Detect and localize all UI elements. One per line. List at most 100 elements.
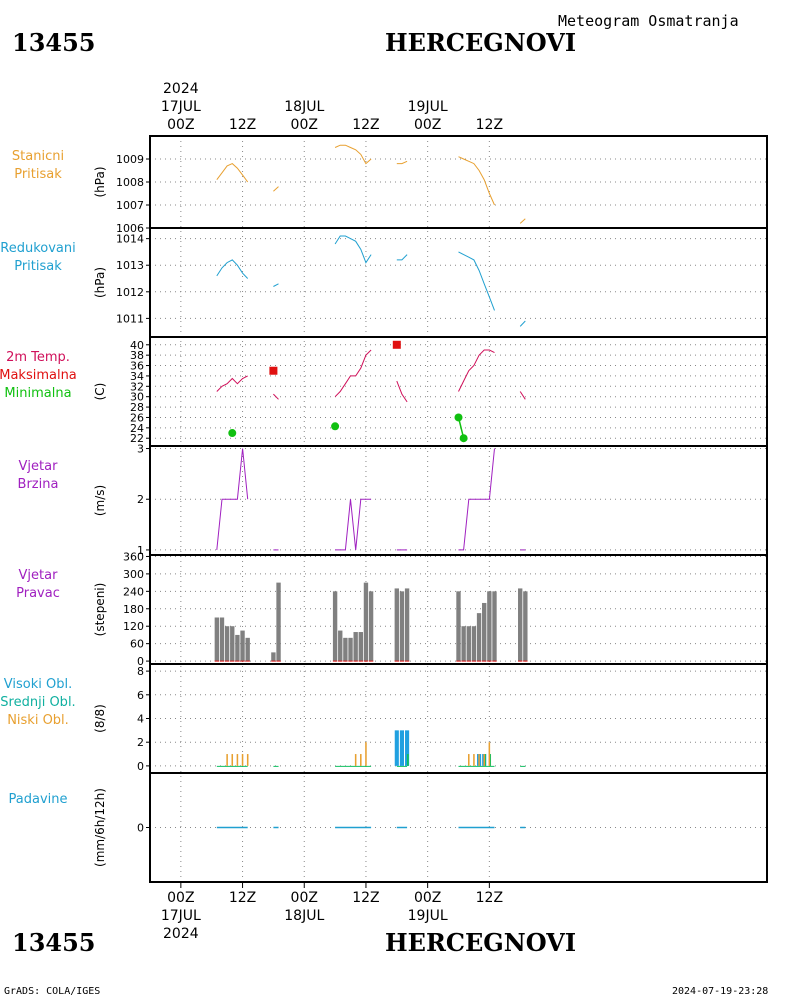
y-tick-label: 32 [130,380,144,393]
y-tick-label: 300 [123,568,144,581]
high-cloud-bar [405,730,410,766]
wind-direction-bar [394,588,399,662]
wind-direction-bar [471,626,477,662]
wind-direction-bar [348,637,353,662]
year-label-top: 2024 [163,81,199,97]
y-axis-label: (stepeni) [93,583,107,637]
series-line [458,251,495,311]
wind-direction-bar [224,626,230,662]
y-tick-label: 4 [137,713,144,726]
station-id-top: 13455 [12,28,96,57]
wind-direction-bar [487,591,492,662]
x-tick-label-bottom: 00Z [291,890,318,906]
series-line [458,156,495,206]
wind-direction-bar [518,588,523,662]
date-label-bottom: 19JUL [408,908,448,924]
y-axis-label: (hPa) [93,267,107,298]
low-cloud-bar [468,754,470,766]
y-tick-label: 8 [137,665,144,678]
panel-label: Stanicni [12,149,64,164]
series-line [396,254,408,261]
y-tick-label: 240 [123,585,144,598]
y-tick-label: 28 [130,401,144,414]
y-tick-label: 1012 [116,286,144,299]
panel-label: Srednji Obl. [0,695,75,710]
x-tick-label-bottom: 12Z [229,890,256,906]
wind-direction-bar [358,632,363,662]
x-tick-label-top: 00Z [167,117,194,133]
low-cloud-bar [473,754,475,766]
low-cloud-bar [231,754,234,766]
station-name-top: HERCEGNOVI [385,28,577,57]
y-tick-label: 40 [130,339,144,352]
panel-frame [149,445,768,556]
wind-direction-bar [404,588,410,662]
y-tick-label: 1009 [116,153,144,166]
low-cloud-bar [483,754,485,766]
wind-direction-bar [492,591,497,662]
series-line [519,320,526,327]
wind-direction-bar [363,582,369,662]
mid-cloud-bar [406,754,409,766]
y-tick-label: 60 [130,638,144,651]
min-temp-marker [454,413,463,422]
wind-direction-bar [343,637,348,662]
series-line [273,393,279,400]
panel-label: 2m Temp. [6,350,70,365]
series-line [334,235,372,264]
panel-label: Visoki Obl. [4,677,72,692]
y-tick-label: 120 [123,620,144,633]
x-tick-label-bottom: 12Z [352,890,379,906]
y-tick-label: 1014 [116,233,144,246]
max-temp-marker [392,340,401,349]
y-tick-label: 24 [130,422,144,435]
series-line [273,283,279,287]
panel-frame [149,227,768,338]
low-cloud-bar [488,742,491,766]
y-tick-label: 0 [137,655,144,668]
high-cloud-bar [399,730,404,766]
date-label-bottom: 18JUL [284,908,324,924]
panel-label: Pravac [16,586,60,601]
series-line [273,186,279,192]
y-tick-label: 180 [123,603,144,616]
date-label-top: 17JUL [161,99,201,115]
series-line [396,380,408,403]
panel-label: Padavine [9,792,68,807]
y-tick-label: 34 [130,370,144,383]
x-tick-label-top: 00Z [414,117,441,133]
x-tick-label-top: 12Z [352,117,379,133]
panel-label: Niski Obl. [7,713,69,728]
y-tick-label: 1006 [116,222,144,235]
y-tick-label: 1007 [116,199,144,212]
series-line [458,349,495,392]
low-cloud-bar [478,754,480,766]
x-tick-label-bottom: 00Z [167,890,194,906]
x-tick-label-top: 12Z [476,117,503,133]
footer-timestamp: 2024-07-19-23:28 [672,986,769,997]
y-tick-label: 1011 [116,312,144,325]
low-cloud-bar [365,742,367,766]
wind-direction-bar [240,630,245,662]
y-axis-label: (mm/6h/12h) [93,788,107,867]
wind-direction-bar [235,634,240,662]
low-cloud-bar [246,754,249,766]
y-tick-label: 38 [130,349,144,362]
wind-direction-bar [353,632,358,662]
wind-direction-bar [461,626,466,662]
series-line [216,448,249,550]
panel-label: Pritisak [14,167,62,182]
low-cloud-bar [360,754,362,766]
y-tick-label: 2 [137,493,144,506]
y-axis-label: (C) [93,383,107,401]
series-line [216,375,248,392]
panel-label: Maksimalna [0,368,77,383]
y-tick-label: 36 [130,360,144,373]
series-line [396,160,408,165]
series-line [519,218,526,224]
max-temp-marker [269,366,278,375]
y-tick-label: 3 [137,443,144,456]
y-axis-label: (hPa) [93,166,107,197]
year-label-bottom: 2024 [163,926,199,942]
wind-direction-bar [332,591,338,662]
